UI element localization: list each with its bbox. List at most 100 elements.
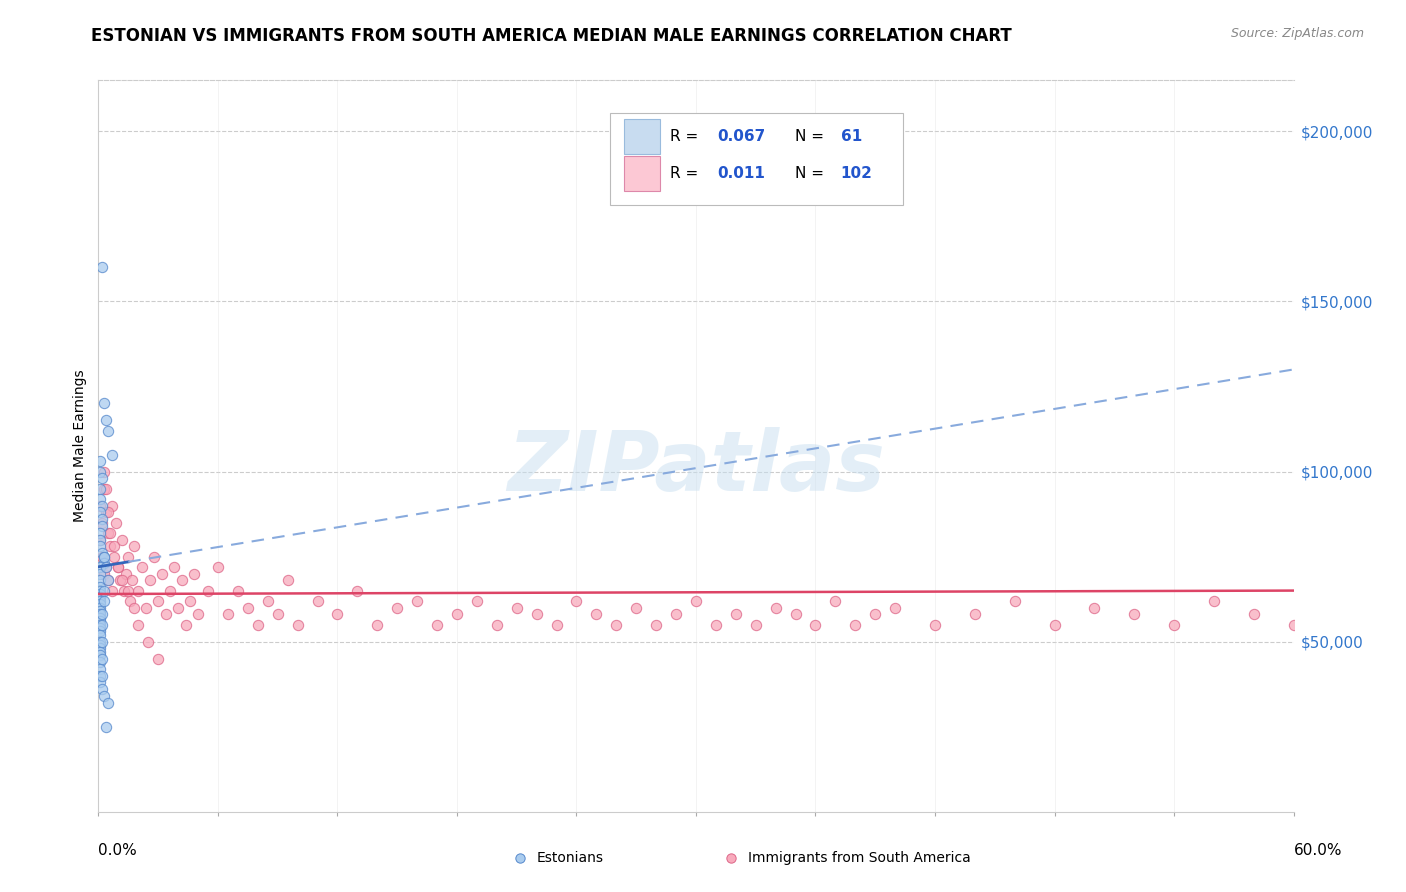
Point [91, 682, 114, 697]
Point [91, 617, 114, 632]
Point [93, 482, 115, 496]
Point [89, 611, 111, 625]
Point [89, 668, 111, 682]
FancyBboxPatch shape [624, 119, 661, 154]
Point [148, 594, 170, 608]
Point [91, 260, 114, 275]
Point [91, 549, 114, 564]
Point [89, 559, 111, 574]
Point [183, 566, 205, 581]
Point [485, 617, 508, 632]
Point [96, 559, 118, 574]
Point [89, 533, 111, 547]
Text: 61: 61 [841, 129, 862, 145]
Point [526, 607, 548, 622]
Point [111, 533, 134, 547]
Point [1163, 617, 1185, 632]
Point [150, 566, 173, 581]
Point [163, 559, 186, 574]
Point [97, 424, 120, 438]
Point [197, 583, 219, 598]
Point [135, 600, 157, 615]
Point [89, 525, 111, 540]
Point [605, 617, 627, 632]
Point [824, 805, 846, 819]
Point [565, 594, 588, 608]
Point [93, 557, 115, 571]
Point [89, 540, 111, 554]
Point [89, 505, 111, 519]
Point [277, 574, 299, 588]
Point [91, 516, 114, 530]
Point [704, 617, 727, 632]
Point [287, 617, 309, 632]
Point [127, 583, 149, 598]
Point [89, 600, 111, 615]
Point [89, 617, 111, 632]
Point [924, 617, 946, 632]
Point [91, 634, 114, 648]
Point [91, 651, 114, 665]
FancyBboxPatch shape [610, 113, 903, 204]
Point [96, 505, 118, 519]
Point [117, 583, 139, 598]
Point [1123, 607, 1146, 622]
Point [406, 594, 429, 608]
Text: Source: ZipAtlas.com: Source: ZipAtlas.com [1230, 27, 1364, 40]
Point [307, 594, 329, 608]
Point [89, 655, 111, 669]
Text: 0.0%: 0.0% [98, 843, 138, 858]
Point [91, 471, 114, 485]
Point [626, 600, 648, 615]
Point [89, 465, 111, 479]
Point [97, 525, 120, 540]
Point [107, 559, 129, 574]
Point [115, 566, 138, 581]
Point [155, 607, 177, 622]
Point [101, 448, 124, 462]
Text: 0.067: 0.067 [717, 129, 766, 145]
Point [765, 600, 787, 615]
Point [1243, 607, 1265, 622]
Point [111, 574, 134, 588]
Text: 102: 102 [841, 166, 873, 181]
Point [89, 607, 111, 622]
Point [98, 525, 122, 540]
Point [117, 549, 139, 564]
Point [148, 651, 170, 665]
Point [172, 574, 194, 588]
Point [105, 516, 128, 530]
Point [366, 617, 388, 632]
Point [101, 499, 124, 513]
Point [89, 662, 111, 676]
Point [89, 587, 111, 601]
Point [93, 566, 115, 581]
Point [110, 574, 132, 588]
Point [89, 648, 111, 663]
Point [107, 559, 129, 574]
Point [112, 583, 135, 598]
Point [139, 574, 162, 588]
Text: R =: R = [669, 129, 703, 145]
Point [89, 580, 111, 594]
Point [89, 604, 111, 618]
Point [465, 594, 488, 608]
Point [96, 482, 118, 496]
Point [89, 594, 111, 608]
Point [824, 594, 846, 608]
Point [91, 546, 114, 560]
Point [89, 482, 111, 496]
Point [884, 600, 907, 615]
Point [385, 600, 409, 615]
Point [89, 574, 111, 588]
Point [1202, 594, 1225, 608]
Point [93, 549, 115, 564]
Point [174, 617, 197, 632]
Point [103, 540, 125, 554]
Point [207, 559, 229, 574]
Point [89, 583, 111, 598]
Point [217, 607, 239, 622]
Point [346, 583, 368, 598]
Point [103, 549, 125, 564]
Point [724, 607, 747, 622]
